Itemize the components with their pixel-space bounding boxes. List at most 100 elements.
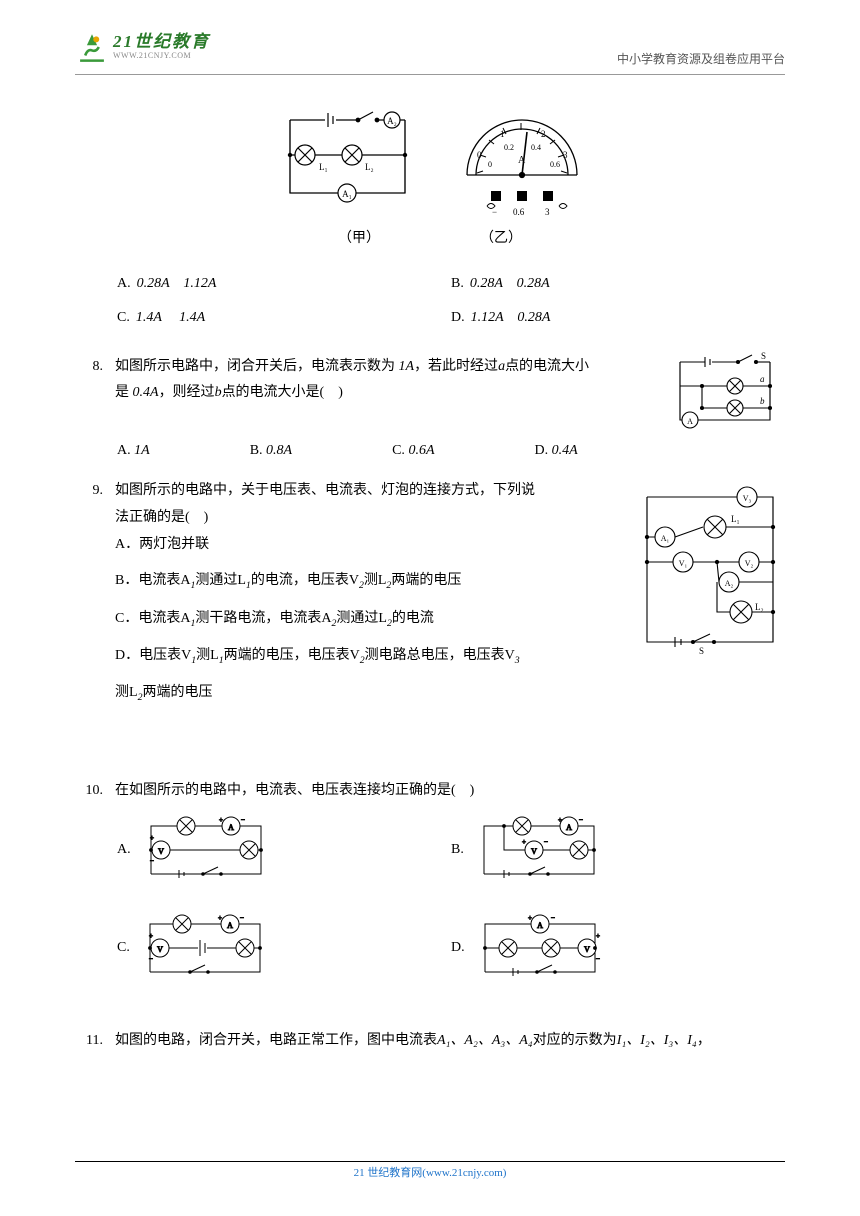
svg-text:A₁: A₁ (661, 534, 670, 543)
logo-en: WWW.21CNJY.COM (113, 52, 210, 61)
footer-text: 21 世纪教育网(www.21cnjy.com) (0, 1163, 860, 1184)
svg-text:L₂: L₂ (365, 162, 374, 172)
svg-text:+: + (218, 914, 222, 922)
q8-option-b: B. 0.8A (250, 438, 292, 465)
q7-option-c: C.1.4A 1.4A (117, 305, 451, 332)
logo-icon (75, 30, 109, 64)
logo: 21世纪教育 WWW.21CNJY.COM (75, 30, 210, 64)
q11-text: 如图的电路，闭合开关，电路正常工作，图中电流表A₁、A₂、A₃、A₄对应的示数为… (115, 1028, 785, 1055)
svg-text:V: V (158, 847, 164, 856)
q9-option-d-cont: 测L2两端的电压 (115, 680, 617, 707)
svg-text:V₁: V₁ (679, 559, 688, 568)
svg-text:0.2: 0.2 (504, 143, 514, 152)
svg-text:A: A (227, 921, 233, 930)
q9-number: 9. (75, 478, 103, 505)
svg-text:−: − (551, 914, 555, 922)
svg-text:1: 1 (500, 129, 505, 139)
q9-body: 如图所示的电路中，关于电压表、电流表、灯泡的连接方式，下列说 法正确的是( ) … (115, 478, 635, 717)
q7-option-a: A.0.28A 1.12A (117, 271, 451, 298)
svg-text:+: + (149, 932, 153, 940)
q10-options-grid: A. A +− V +− B. (117, 814, 785, 1010)
q10: 10. 在如图所示的电路中，电流表、电压表连接均正确的是( ) (75, 778, 785, 805)
svg-text:−: − (579, 816, 583, 824)
svg-text:2: 2 (541, 129, 546, 139)
q10-option-c: C. A +− V +− (117, 912, 451, 984)
q8-number: 8. (75, 354, 103, 381)
svg-text:+: + (150, 834, 154, 842)
q10-text: 在如图所示的电路中，电流表、电压表连接均正确的是( ) (115, 778, 785, 805)
q10-number: 10. (75, 778, 103, 805)
svg-text:3: 3 (563, 150, 568, 160)
svg-text:+: + (558, 816, 562, 824)
q10-option-b: B. A +− V +− (451, 814, 785, 886)
q10-circuit-c: A + − V + − (140, 912, 270, 984)
svg-text:b: b (760, 396, 765, 406)
svg-text:L₁: L₁ (731, 514, 740, 524)
q7-option-b: B.0.28A 0.28A (451, 271, 785, 298)
svg-text:A₁: A₁ (342, 189, 352, 199)
ammeter-yi-figure: 0 1 2 3 0 0.2 0.4 0.6 A − 0.6 3 (455, 105, 590, 220)
q8: 8. 如图所示电路中，闭合开关后，电流表示数为 1A，若此时经过a点的电流大小 … (75, 354, 785, 430)
svg-text:A: A (518, 155, 526, 166)
svg-text:0: 0 (488, 160, 492, 169)
svg-text:A: A (687, 417, 693, 426)
svg-text:0.6: 0.6 (550, 160, 560, 169)
svg-text:V₃: V₃ (743, 494, 752, 503)
svg-text:0.6: 0.6 (513, 207, 525, 217)
svg-text:S: S (761, 352, 766, 361)
q9-option-a: A．两灯泡并联 (115, 532, 617, 559)
svg-text:L₂: L₂ (755, 602, 764, 612)
q10-circuit-b: A + − V + − (474, 814, 604, 886)
svg-text:−: − (241, 816, 245, 824)
svg-text:+: + (522, 838, 526, 846)
circuit-jia-figure: A₂ L₁ L₂ A₁ (270, 105, 425, 210)
svg-text:V₂: V₂ (745, 559, 754, 568)
svg-text:−: − (150, 857, 154, 865)
q8-options: A. 1A B. 0.8A C. 0.6A D. 0.4A (117, 438, 785, 465)
svg-text:−: − (492, 207, 497, 217)
header-right-text: 中小学教育资源及组卷应用平台 (617, 48, 785, 71)
q9-option-d: D．电压表V1测L1两端的电压，电压表V2测电路总电压，电压表V3 (115, 643, 617, 670)
q10-circuit-a: A +− V +− (141, 814, 271, 886)
footer-rule (75, 1161, 785, 1162)
q10-option-a: A. A +− V +− (117, 814, 451, 886)
svg-text:A: A (537, 921, 543, 930)
q8-circuit-figure: S a b A (670, 352, 785, 430)
svg-text:+: + (596, 932, 600, 940)
logo-text-block: 21世纪教育 WWW.21CNJY.COM (113, 33, 210, 60)
q8-text: 如图所示电路中，闭合开关后，电流表示数为 1A，若此时经过a点的电流大小 是 0… (115, 354, 670, 407)
svg-text:+: + (528, 914, 532, 922)
q9-options: A．两灯泡并联 B．电流表A1测通过L1的电流，电压表V2测L2两端的电压 C．… (115, 532, 617, 708)
q9-circuit-figure: V₃ A₁ V₁ V₂ A₂ L₁ L₂ S (635, 482, 785, 657)
svg-text:A: A (566, 823, 572, 832)
q11: 11. 如图的电路，闭合开关，电路正常工作，图中电流表A₁、A₂、A₃、A₄对应… (75, 1028, 785, 1055)
svg-text:3: 3 (545, 207, 550, 217)
svg-text:−: − (240, 914, 244, 922)
svg-text:A₂: A₂ (387, 116, 397, 126)
q9-option-b: B．电流表A1测通过L1的电流，电压表V2测L2两端的电压 (115, 568, 617, 595)
svg-text:A₂: A₂ (725, 579, 734, 588)
svg-text:−: − (149, 955, 153, 963)
q8-option-d: D. 0.4A (535, 438, 578, 465)
svg-text:−: − (544, 838, 548, 846)
top-figure-captions: （甲） （乙） (75, 226, 785, 253)
svg-text:0: 0 (477, 150, 482, 160)
content: A₂ L₁ L₂ A₁ (75, 105, 785, 1055)
svg-text:V: V (157, 945, 163, 954)
header-rule (75, 74, 785, 75)
q11-number: 11. (75, 1028, 103, 1055)
q7-option-d: D.1.12A 0.28A (451, 305, 785, 332)
caption-yi: （乙） (480, 226, 522, 253)
svg-text:V: V (584, 945, 590, 954)
caption-jia: （甲） (338, 226, 380, 253)
svg-text:L₁: L₁ (319, 162, 328, 172)
top-figures-row: A₂ L₁ L₂ A₁ (75, 105, 785, 220)
svg-text:+: + (219, 816, 223, 824)
logo-cn: 21世纪教育 (113, 33, 210, 52)
q9-option-c: C．电流表A1测干路电流，电流表A2测通过L2的电流 (115, 606, 617, 633)
svg-text:V: V (531, 847, 537, 856)
q8-option-c: C. 0.6A (392, 438, 434, 465)
q10-option-d: D. A +− V +− (451, 912, 785, 984)
svg-text:0.4: 0.4 (531, 143, 541, 152)
svg-text:a: a (760, 374, 765, 384)
